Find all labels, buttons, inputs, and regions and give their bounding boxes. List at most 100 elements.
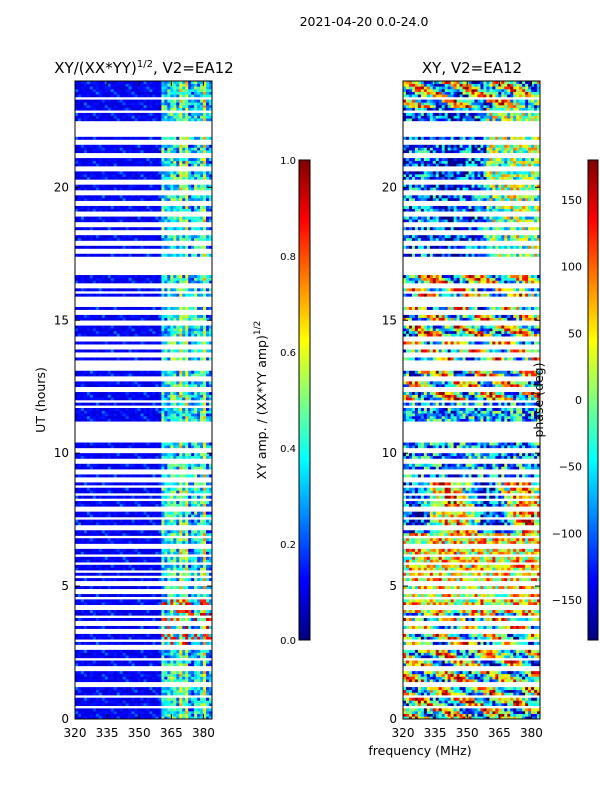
heatmap-cell bbox=[200, 496, 203, 499]
heatmap-cell bbox=[102, 254, 105, 257]
heatmap-cell bbox=[90, 599, 93, 602]
heatmap-cell bbox=[176, 573, 179, 576]
heatmap-cell bbox=[84, 482, 87, 485]
heatmap-cell bbox=[129, 326, 132, 329]
heatmap-cell bbox=[138, 288, 141, 291]
heatmap-cell bbox=[96, 342, 99, 345]
heatmap-cell bbox=[132, 474, 135, 477]
heatmap-cell bbox=[176, 538, 179, 541]
heatmap-cell bbox=[117, 307, 120, 310]
heatmap-cell bbox=[191, 147, 194, 150]
heatmap-cell bbox=[93, 235, 96, 238]
heatmap-cell bbox=[191, 195, 194, 198]
heatmap-cell bbox=[152, 530, 155, 533]
heatmap-cell bbox=[93, 504, 96, 507]
heatmap-cell bbox=[84, 549, 87, 552]
heatmap-cell bbox=[206, 384, 209, 387]
heatmap-cell bbox=[167, 413, 170, 416]
heatmap-cell bbox=[167, 671, 170, 674]
heatmap-cell bbox=[197, 464, 200, 467]
heatmap-cell bbox=[120, 403, 123, 406]
heatmap-cell bbox=[102, 512, 105, 515]
heatmap-cell bbox=[206, 552, 209, 555]
heatmap-cell bbox=[111, 552, 114, 555]
heatmap-cell bbox=[120, 512, 123, 515]
heatmap-cell bbox=[138, 318, 141, 321]
heatmap-cell bbox=[144, 674, 147, 677]
heatmap-cell bbox=[158, 602, 161, 605]
heatmap-cell bbox=[99, 692, 102, 695]
heatmap-cell bbox=[114, 650, 117, 653]
heatmap-cell bbox=[158, 171, 161, 174]
heatmap-cell bbox=[161, 294, 164, 297]
heatmap-cell bbox=[200, 637, 203, 640]
heatmap-cell bbox=[84, 326, 87, 329]
heatmap-cell bbox=[185, 490, 188, 493]
heatmap-cell bbox=[182, 357, 185, 360]
heatmap-cell bbox=[164, 318, 167, 321]
heatmap-cell bbox=[188, 698, 191, 701]
heatmap-cell bbox=[105, 145, 108, 148]
heatmap-cell bbox=[93, 573, 96, 576]
heatmap-cell bbox=[105, 474, 108, 477]
heatmap-cell bbox=[170, 185, 173, 188]
heatmap-cell bbox=[108, 209, 111, 212]
heatmap-cell bbox=[78, 150, 81, 153]
heatmap-cell bbox=[144, 594, 147, 597]
heatmap-cell bbox=[194, 663, 197, 666]
heatmap-cell bbox=[129, 674, 132, 677]
heatmap-cell bbox=[138, 147, 141, 150]
heatmap-cell bbox=[146, 514, 149, 517]
heatmap-cell bbox=[197, 552, 200, 555]
heatmap-cell bbox=[108, 411, 111, 414]
heatmap-cell bbox=[188, 315, 191, 318]
heatmap-cell bbox=[105, 408, 108, 411]
heatmap-cell bbox=[188, 618, 191, 621]
heatmap-cell bbox=[135, 661, 138, 664]
heatmap-cell bbox=[111, 288, 114, 291]
heatmap-cell bbox=[87, 187, 90, 190]
heatmap-cell bbox=[179, 674, 182, 677]
heatmap-cell bbox=[185, 161, 188, 164]
heatmap-cell bbox=[102, 413, 105, 416]
heatmap-cell bbox=[93, 408, 96, 411]
heatmap-cell bbox=[138, 671, 141, 674]
heatmap-cell bbox=[144, 150, 147, 153]
heatmap-cell bbox=[99, 565, 102, 568]
heatmap-cell bbox=[167, 560, 170, 563]
heatmap-cell bbox=[206, 703, 209, 706]
heatmap-cell bbox=[105, 560, 108, 563]
heatmap-cell bbox=[191, 456, 194, 459]
heatmap-cell bbox=[176, 711, 179, 714]
heatmap-cell bbox=[135, 711, 138, 714]
heatmap-cell bbox=[179, 650, 182, 653]
heatmap-cell bbox=[120, 217, 123, 220]
heatmap-cell bbox=[90, 453, 93, 456]
heatmap-cell bbox=[105, 490, 108, 493]
heatmap-cell bbox=[155, 464, 158, 467]
heatmap-cell bbox=[108, 504, 111, 507]
heatmap-cell bbox=[176, 206, 179, 209]
heatmap-cell bbox=[114, 496, 117, 499]
heatmap-cell bbox=[144, 626, 147, 629]
heatmap-cell bbox=[117, 650, 120, 653]
heatmap-cell bbox=[114, 456, 117, 459]
heatmap-cell bbox=[105, 331, 108, 334]
heatmap-cell bbox=[167, 610, 170, 613]
heatmap-cell bbox=[78, 613, 81, 616]
heatmap-cell bbox=[149, 307, 152, 310]
heatmap-cell bbox=[117, 217, 120, 220]
heatmap-cell bbox=[81, 522, 84, 525]
heatmap-cell bbox=[155, 443, 158, 446]
heatmap-cell bbox=[117, 679, 120, 682]
heatmap-cell bbox=[117, 690, 120, 693]
heatmap-cell bbox=[194, 227, 197, 230]
heatmap-cell bbox=[203, 419, 206, 422]
heatmap-cell bbox=[167, 198, 170, 201]
heatmap-cell bbox=[176, 474, 179, 477]
heatmap-cell bbox=[197, 655, 200, 658]
heatmap-cell bbox=[90, 174, 93, 177]
heatmap-cell bbox=[117, 708, 120, 711]
heatmap-cell bbox=[96, 626, 99, 629]
heatmap-cell bbox=[105, 403, 108, 406]
